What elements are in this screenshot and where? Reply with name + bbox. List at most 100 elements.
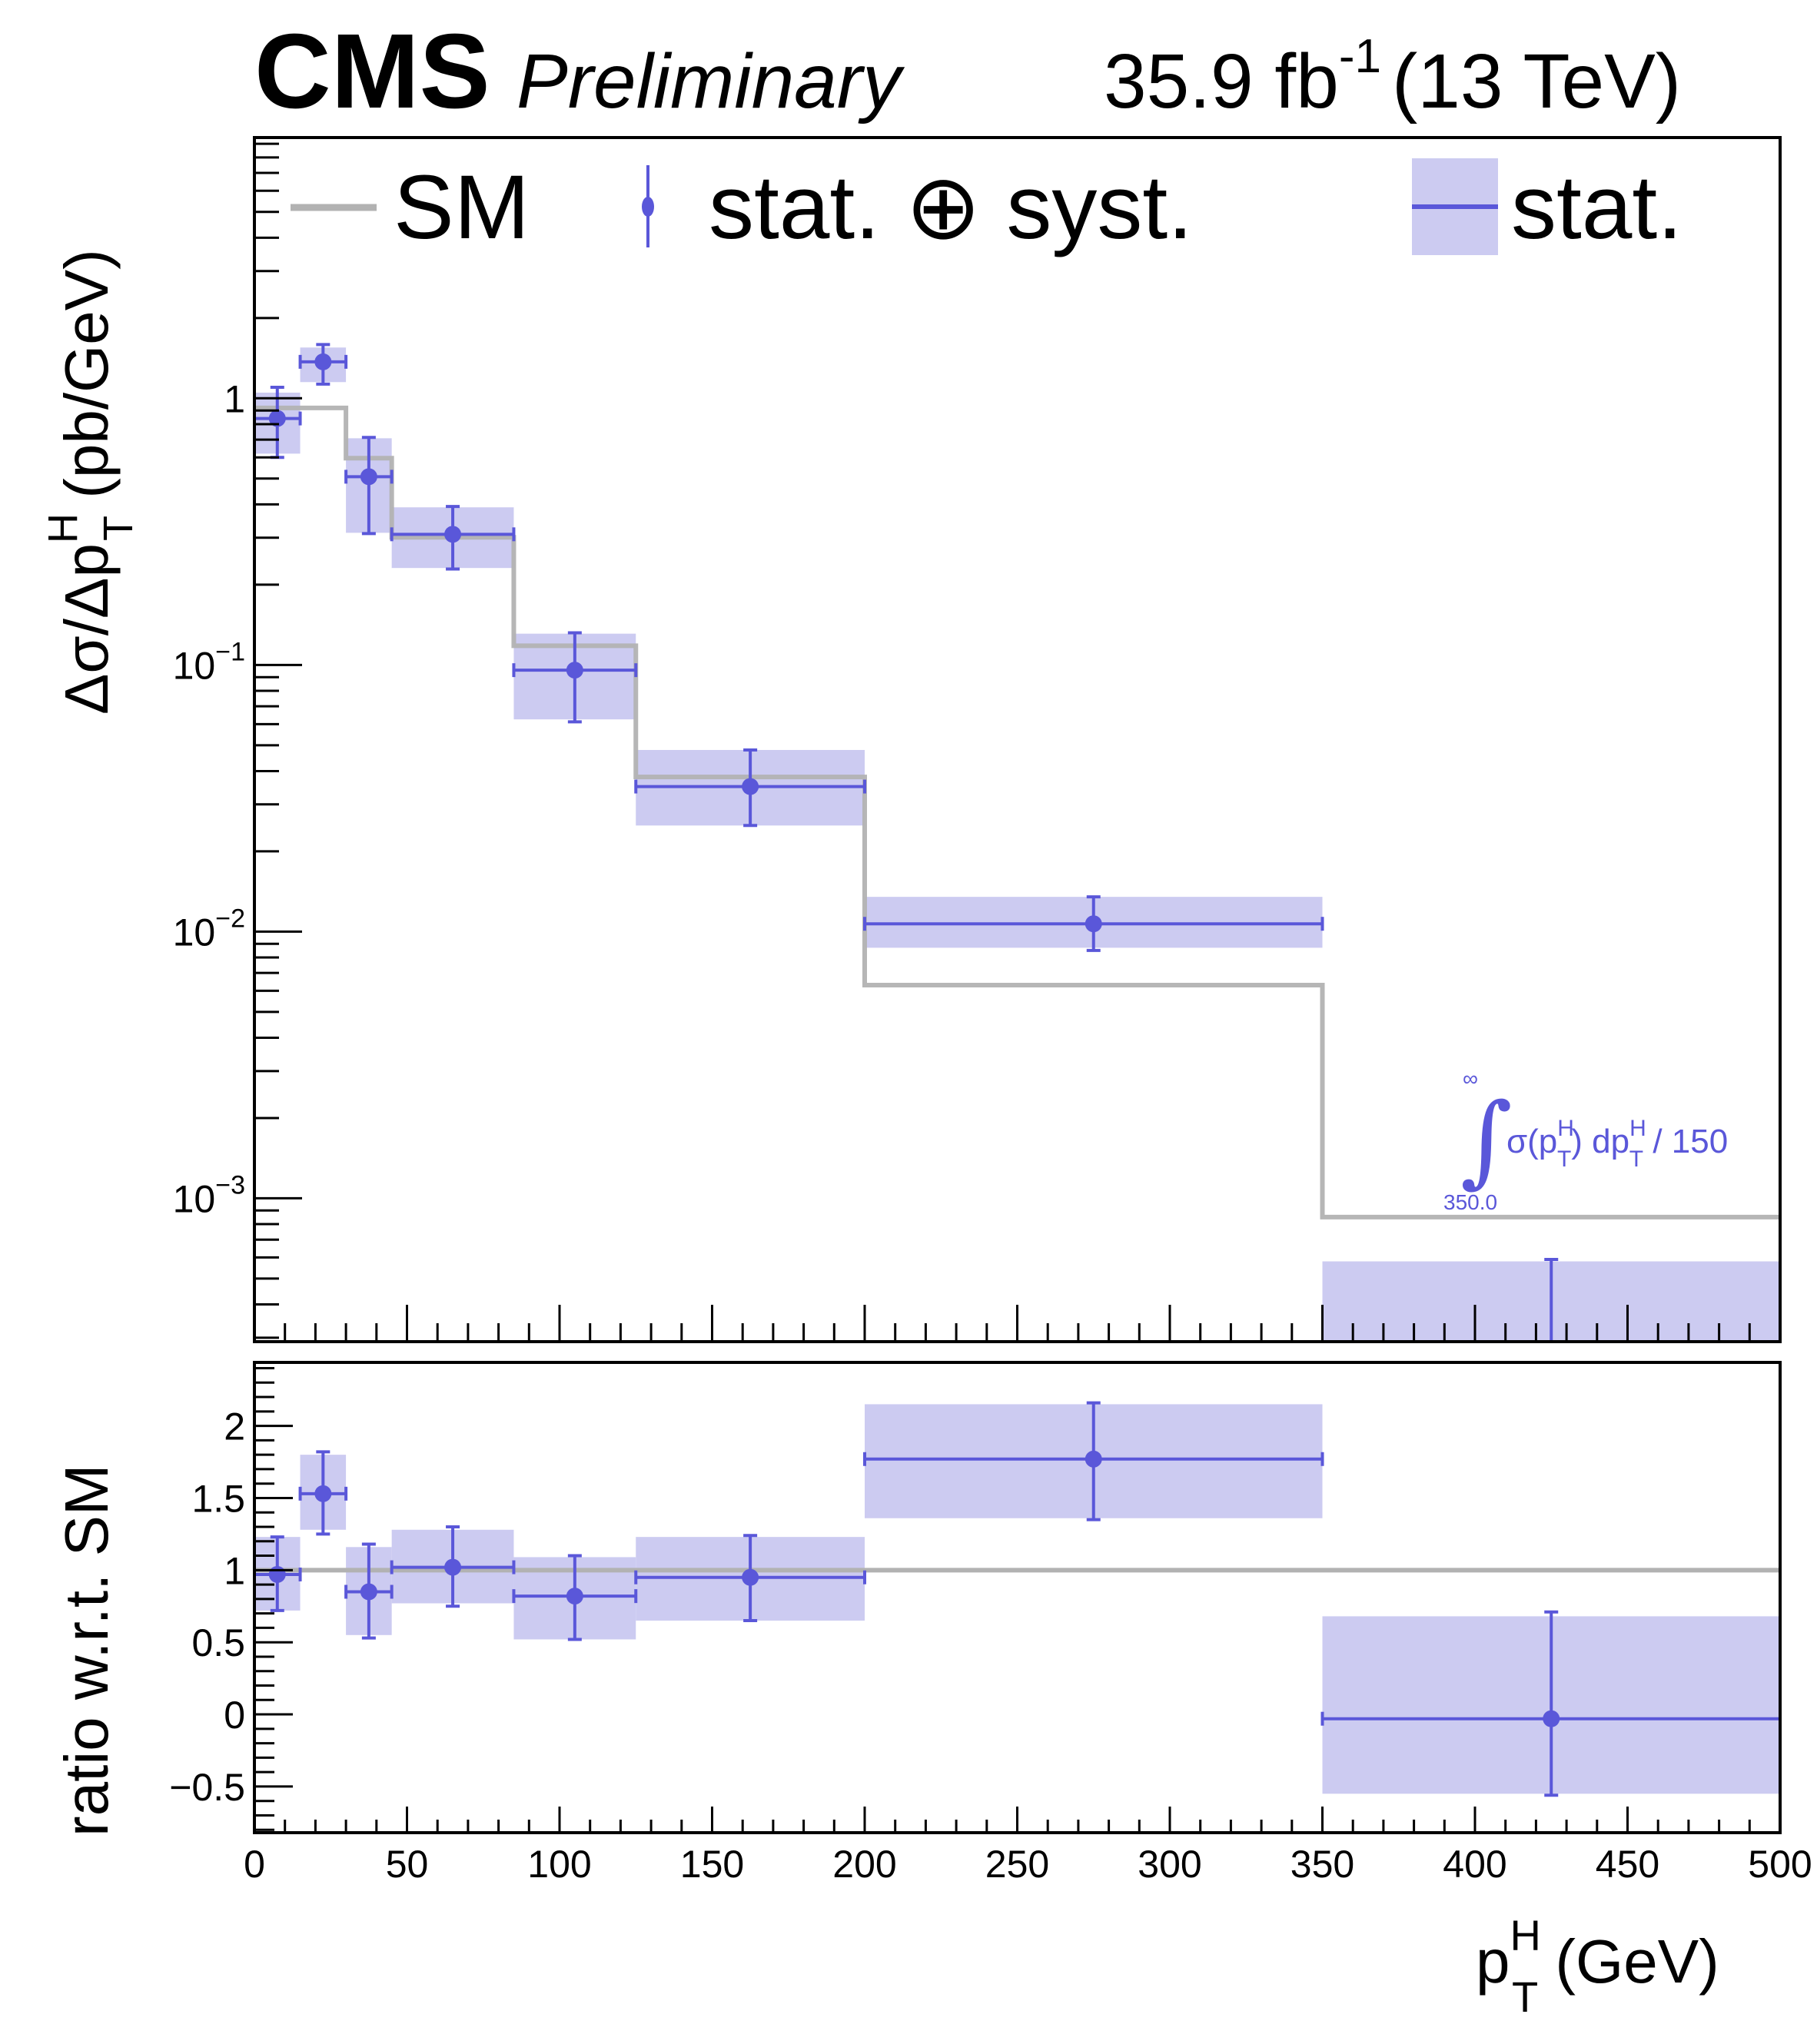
integral-expression: σ(pH T) dpH T / 150 [1506, 1116, 1728, 1172]
data-marker [1085, 1450, 1102, 1468]
x-tick-label: 250 [985, 1843, 1049, 1886]
data-point [344, 436, 394, 536]
ratio-y-axis-title: ratio w.r.t. SM [52, 1464, 121, 1837]
data-marker [444, 526, 462, 543]
data-point [634, 1534, 866, 1623]
expr-sup-h2: H [1629, 1116, 1646, 1141]
data-marker [268, 1565, 286, 1583]
data-marker [444, 1558, 462, 1576]
x-tick-label: 300 [1138, 1843, 1201, 1886]
main-y-title-delta: Δσ/Δp [52, 543, 121, 715]
legend-label-total: stat. ⊕ syst. [709, 157, 1193, 258]
data-point [344, 1542, 394, 1640]
integral-lower-limit: 350.0 [1443, 1190, 1497, 1214]
main-y-title-units: (pb/GeV) [52, 249, 121, 516]
data-marker [314, 1485, 332, 1502]
x-tick-label: 350 [1291, 1843, 1354, 1886]
y-tick-label: 0 [224, 1694, 245, 1737]
overflow-annotation: ∞ ∫ 350.0 σ(pH T) dpH T / 150 [1443, 1067, 1728, 1214]
data-point [634, 748, 866, 828]
legend: SM stat. ⊕ syst. stat. [291, 157, 1682, 258]
expr-tail: / 150 [1643, 1123, 1728, 1160]
status-label: Preliminary [517, 38, 905, 124]
sm-prediction-line [254, 405, 1780, 1219]
y-tick-label: 1 [224, 1549, 245, 1592]
marker-swatch [642, 197, 654, 217]
lumi-label: 35.9 fb-1 (13 TeV) [1104, 30, 1681, 124]
data-point [512, 631, 638, 724]
legend-item-sm: SM [291, 157, 530, 258]
data-marker [742, 778, 759, 795]
main-y-title-sub: T [95, 516, 141, 541]
plot-frame [253, 136, 1782, 1343]
y-tick-label: 0.5 [191, 1621, 245, 1664]
main-y-title-text: Δσ/ΔpH T (pb/GeV) [40, 249, 141, 715]
data-marker [1543, 1364, 1560, 1381]
legend-item-stat: stat. [1412, 157, 1682, 258]
data-marker [742, 1568, 759, 1586]
data-point [298, 343, 348, 386]
lumi-exponent: -1 [1339, 30, 1381, 83]
expr-sup-h1: H [1557, 1116, 1574, 1141]
data-marker [360, 468, 377, 486]
x-tick-label: 0 [244, 1843, 265, 1886]
legend-item-total: stat. ⊕ syst. [642, 157, 1193, 258]
energy-label: (13 TeV) [1392, 38, 1681, 124]
legend-label-sm: SM [394, 157, 530, 258]
x-tick-label: 500 [1748, 1843, 1812, 1886]
expr-mid: ) dp [1571, 1123, 1629, 1160]
ratio-panel: 0 50 100 150 200 250 300 350 400 450 500 2 1.5 1 0.5 0 −… [169, 1361, 1812, 1886]
x-title-sub: T [1512, 1973, 1538, 2021]
y-tick-exponent: −3 [215, 1170, 245, 1200]
plot-area [254, 343, 1780, 1381]
data-marker [360, 1583, 377, 1601]
y-tick-base: 10 [173, 1177, 216, 1220]
x-tick-label: 100 [527, 1843, 591, 1886]
data-marker [566, 1588, 583, 1605]
lumi-value: 35.9 fb [1104, 38, 1339, 124]
data-marker [268, 410, 286, 427]
main-panel: 110−110−210−3 [173, 136, 1782, 1381]
expr-sub-t2: T [1629, 1146, 1643, 1172]
y-tick-label: 10−3 [173, 1170, 245, 1220]
x-tick-label: 200 [832, 1843, 896, 1886]
expr-sigma: σ(p [1506, 1123, 1557, 1160]
x-title-sup: H [1510, 1911, 1541, 1959]
data-marker [1543, 1710, 1560, 1727]
y-tick-label: 10−1 [173, 637, 245, 687]
data-point [390, 505, 516, 571]
data-point [1320, 1610, 1780, 1797]
legend-label-stat: stat. [1511, 157, 1682, 258]
data-point [863, 1401, 1324, 1521]
data-point [1543, 1257, 1560, 1381]
data-point [390, 1525, 516, 1608]
data-point [512, 1554, 638, 1641]
chart-header: CMS Preliminary 35.9 fb-1 (13 TeV) [254, 12, 1681, 131]
plot-area [254, 1401, 1780, 1797]
x-tick-label: 150 [680, 1843, 744, 1886]
data-point [863, 895, 1324, 952]
integral-icon: ∫ [1460, 1081, 1513, 1198]
y-tick-label: 10−2 [173, 904, 245, 954]
integral-upper-limit: ∞ [1463, 1067, 1478, 1090]
y-tick-label: −0.5 [169, 1766, 245, 1809]
x-title-p: p [1476, 1927, 1510, 1996]
ratio-y-title-text: ratio w.r.t. SM [52, 1464, 121, 1837]
expr-sub-t1: T [1557, 1146, 1571, 1172]
data-marker [314, 353, 332, 370]
data-point [298, 1450, 348, 1536]
y-tick-exponent: −1 [215, 637, 245, 666]
y-tick-label: 1.5 [191, 1477, 245, 1520]
x-tick-label: 450 [1596, 1843, 1659, 1886]
x-title-units: (GeV) [1538, 1927, 1719, 1996]
x-title-text: pH T (GeV) [1476, 1911, 1719, 2021]
main-y-axis-title: Δσ/ΔpH T (pb/GeV) [40, 249, 141, 715]
main-y-title-sup: H [40, 513, 86, 543]
y-tick-label: 2 [224, 1405, 245, 1448]
y-tick-exponent: −2 [215, 904, 245, 933]
y-tick-base: 10 [173, 644, 216, 687]
x-tick-label: 400 [1443, 1843, 1506, 1886]
x-tick-label: 50 [386, 1843, 429, 1886]
data-marker [1085, 915, 1102, 933]
